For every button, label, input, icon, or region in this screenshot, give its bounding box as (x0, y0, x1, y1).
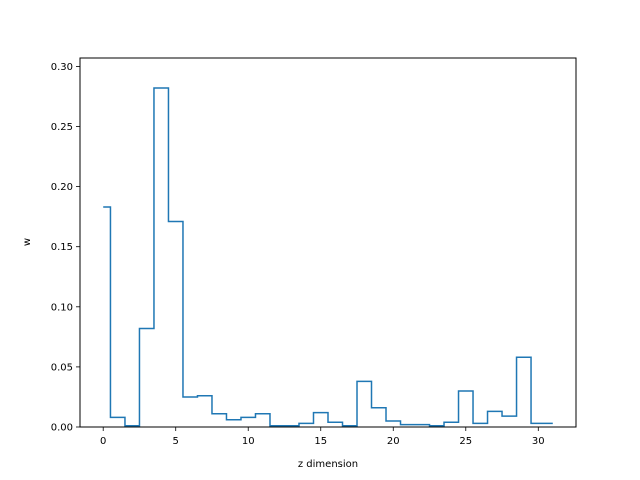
x-tick-label: 25 (459, 436, 472, 447)
y-axis-ticks: 0.00 0.05 0.10 0.15 0.20 0.25 0.30 (51, 62, 80, 434)
y-tick-label: 0.00 (51, 423, 73, 434)
x-tick-label: 5 (173, 436, 179, 447)
y-tick-label: 0.05 (51, 362, 73, 373)
y-tick-label: 0.20 (51, 182, 73, 193)
y-tick-label: 0.10 (51, 302, 73, 313)
series-step-line (103, 87, 553, 427)
plot-layer (103, 87, 553, 427)
x-tick-label: 10 (242, 436, 255, 447)
x-tick-label: 15 (314, 436, 327, 447)
x-axis-label: z dimension (298, 459, 358, 470)
x-tick-label: 30 (532, 436, 545, 447)
x-axis-ticks: 0 5 10 15 20 25 30 (100, 427, 545, 447)
y-tick-label: 0.25 (51, 122, 73, 133)
y-tick-label: 0.30 (51, 62, 73, 73)
y-axis-label: w (22, 238, 33, 246)
y-tick-label: 0.15 (51, 242, 73, 253)
plot-frame (79, 57, 577, 428)
x-tick-label: 20 (387, 436, 400, 447)
x-tick-label: 0 (100, 436, 106, 447)
